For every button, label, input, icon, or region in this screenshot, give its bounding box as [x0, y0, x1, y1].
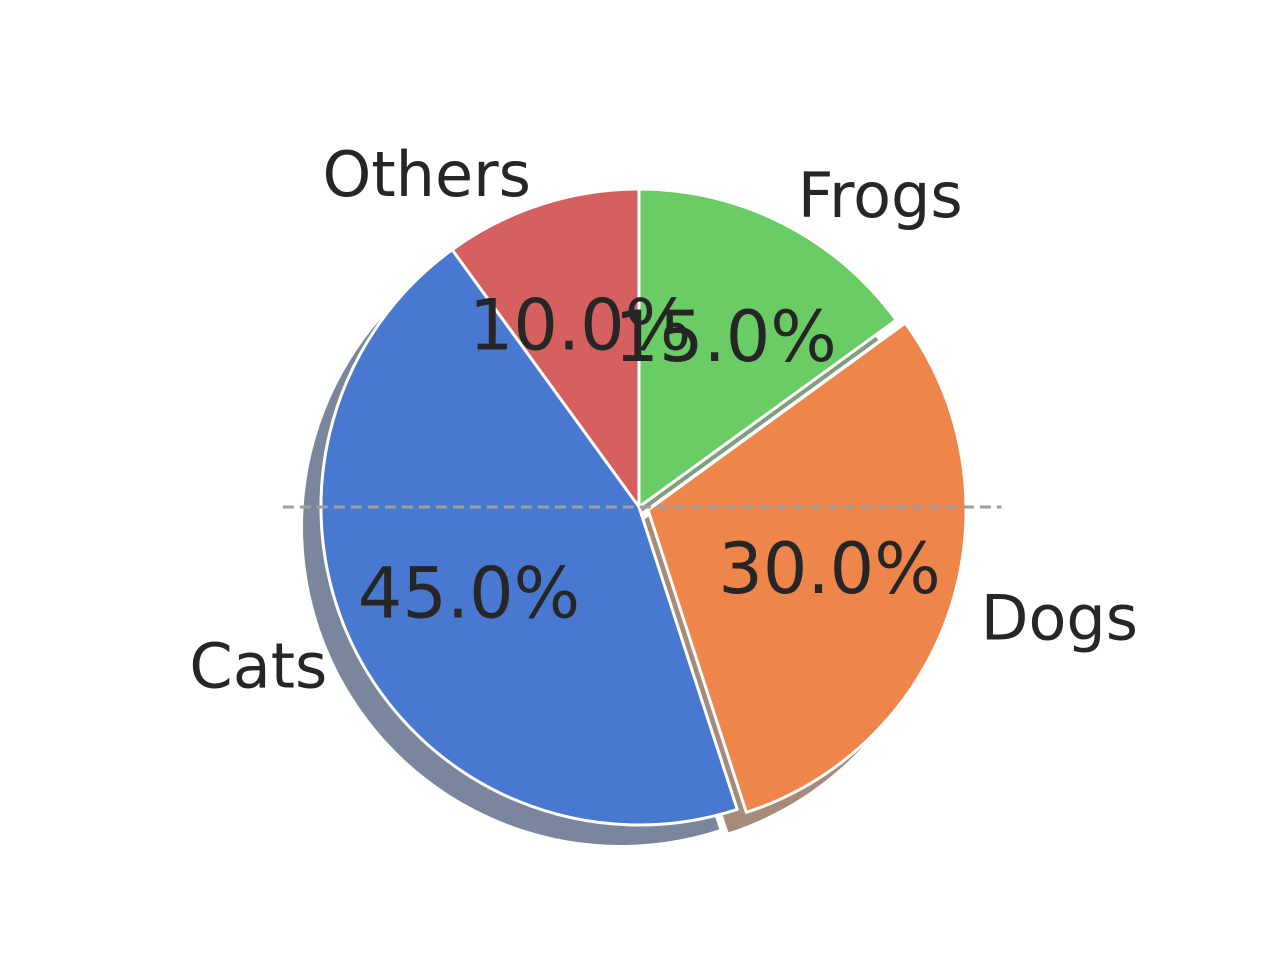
- pct-label-frogs: 15.0%: [614, 296, 836, 378]
- label-layer: Others 10.0% Cats 45.0% Dogs 30.0% Frogs 15.0%: [189, 138, 1138, 702]
- slice-label-frogs: Frogs: [798, 159, 963, 232]
- slice-label-dogs: Dogs: [981, 582, 1138, 655]
- slice-cats: [319, 248, 739, 827]
- slice-dogs: [646, 321, 968, 814]
- pct-label-cats: 45.0%: [358, 553, 580, 635]
- slice-frogs: [637, 187, 898, 509]
- slice-label-cats: Cats: [189, 629, 327, 702]
- pct-label-dogs: 30.0%: [718, 528, 940, 610]
- slice-layer: [319, 187, 968, 827]
- pct-label-others: 10.0%: [469, 285, 691, 367]
- slice-others: [450, 187, 641, 509]
- slice-label-others: Others: [323, 138, 531, 211]
